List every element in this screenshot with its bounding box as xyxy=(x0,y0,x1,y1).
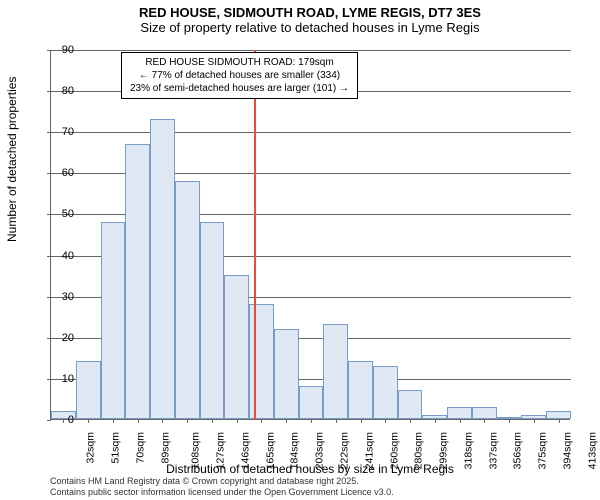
y-tick-label: 40 xyxy=(62,250,74,262)
histogram-bar xyxy=(348,361,373,419)
x-tick xyxy=(237,419,238,423)
x-tick-label: 51sqm xyxy=(110,432,122,464)
x-tick-label: 108sqm xyxy=(190,432,202,469)
y-tick xyxy=(47,338,51,339)
x-tick-label: 127sqm xyxy=(215,432,227,469)
y-tick xyxy=(47,256,51,257)
plot-area: RED HOUSE SIDMOUTH ROAD: 179sqm← 77% of … xyxy=(50,50,570,420)
x-tick-label: 375sqm xyxy=(536,432,548,469)
footer: Contains HM Land Registry data © Crown c… xyxy=(50,476,394,498)
x-tick-label: 203sqm xyxy=(314,432,326,469)
x-tick xyxy=(162,419,163,423)
x-tick xyxy=(361,419,362,423)
histogram-bar xyxy=(76,361,101,419)
x-tick-label: 184sqm xyxy=(289,432,301,469)
y-tick-label: 70 xyxy=(62,126,74,138)
histogram-bar xyxy=(175,181,200,419)
x-tick xyxy=(311,419,312,423)
x-tick xyxy=(336,419,337,423)
x-tick xyxy=(460,419,461,423)
grid-line xyxy=(51,132,571,133)
x-tick xyxy=(534,419,535,423)
x-tick-label: 32sqm xyxy=(85,432,97,464)
chart-container: RED HOUSE SIDMOUTH ROAD: 179sqm← 77% of … xyxy=(50,50,570,420)
y-tick xyxy=(47,132,51,133)
histogram-bar xyxy=(472,407,497,419)
histogram-bar xyxy=(200,222,225,419)
x-tick xyxy=(484,419,485,423)
y-tick-label: 80 xyxy=(62,85,74,97)
x-tick-label: 337sqm xyxy=(487,432,499,469)
x-tick-label: 413sqm xyxy=(586,432,598,469)
annotation-line: RED HOUSE SIDMOUTH ROAD: 179sqm xyxy=(130,56,349,69)
x-tick-label: 280sqm xyxy=(413,432,425,469)
footer-line2: Contains public sector information licen… xyxy=(50,487,394,498)
histogram-bar xyxy=(299,386,324,419)
x-tick xyxy=(187,419,188,423)
histogram-bar xyxy=(274,329,299,419)
x-tick xyxy=(138,419,139,423)
x-tick xyxy=(559,419,560,423)
y-tick-label: 20 xyxy=(62,332,74,344)
x-tick xyxy=(113,419,114,423)
x-tick xyxy=(63,419,64,423)
y-tick xyxy=(47,91,51,92)
chart-title-sub: Size of property relative to detached ho… xyxy=(50,20,570,35)
y-tick xyxy=(47,214,51,215)
marker-line xyxy=(254,50,256,420)
x-tick-label: 318sqm xyxy=(462,432,474,469)
y-tick xyxy=(47,173,51,174)
histogram-bar xyxy=(447,407,472,419)
histogram-bar xyxy=(373,366,398,419)
y-tick xyxy=(47,420,51,421)
x-tick xyxy=(410,419,411,423)
histogram-bar xyxy=(323,324,348,419)
x-tick xyxy=(385,419,386,423)
x-tick-label: 241sqm xyxy=(363,432,375,469)
x-tick xyxy=(509,419,510,423)
y-axis-label: Number of detached properties xyxy=(5,77,19,242)
x-tick-label: 146sqm xyxy=(239,432,251,469)
y-tick-label: 0 xyxy=(68,414,74,426)
grid-line xyxy=(51,50,571,51)
x-tick xyxy=(286,419,287,423)
annotation-box: RED HOUSE SIDMOUTH ROAD: 179sqm← 77% of … xyxy=(121,52,358,99)
x-tick-label: 260sqm xyxy=(388,432,400,469)
x-tick-label: 70sqm xyxy=(134,432,146,464)
histogram-bar xyxy=(150,119,175,419)
histogram-bar xyxy=(249,304,274,419)
y-tick-label: 50 xyxy=(62,208,74,220)
y-tick-label: 60 xyxy=(62,167,74,179)
x-tick xyxy=(88,419,89,423)
histogram-bar xyxy=(125,144,150,419)
histogram-bar xyxy=(546,411,571,419)
x-tick-label: 356sqm xyxy=(512,432,524,469)
x-tick-label: 165sqm xyxy=(264,432,276,469)
y-tick xyxy=(47,297,51,298)
histogram-bar xyxy=(101,222,126,419)
annotation-line: ← 77% of detached houses are smaller (33… xyxy=(130,69,349,82)
y-tick-label: 90 xyxy=(62,44,74,56)
x-tick-label: 299sqm xyxy=(437,432,449,469)
y-tick xyxy=(47,379,51,380)
y-tick xyxy=(47,50,51,51)
x-tick-label: 394sqm xyxy=(561,432,573,469)
y-tick-label: 30 xyxy=(62,291,74,303)
footer-line1: Contains HM Land Registry data © Crown c… xyxy=(50,476,394,487)
x-tick-label: 89sqm xyxy=(159,432,171,464)
x-tick xyxy=(435,419,436,423)
histogram-bar xyxy=(224,275,249,419)
annotation-line: 23% of semi-detached houses are larger (… xyxy=(130,82,349,95)
y-tick-label: 10 xyxy=(62,373,74,385)
chart-title-main: RED HOUSE, SIDMOUTH ROAD, LYME REGIS, DT… xyxy=(50,5,570,20)
histogram-bar xyxy=(398,390,423,419)
x-tick xyxy=(261,419,262,423)
x-tick-label: 222sqm xyxy=(338,432,350,469)
x-tick xyxy=(212,419,213,423)
